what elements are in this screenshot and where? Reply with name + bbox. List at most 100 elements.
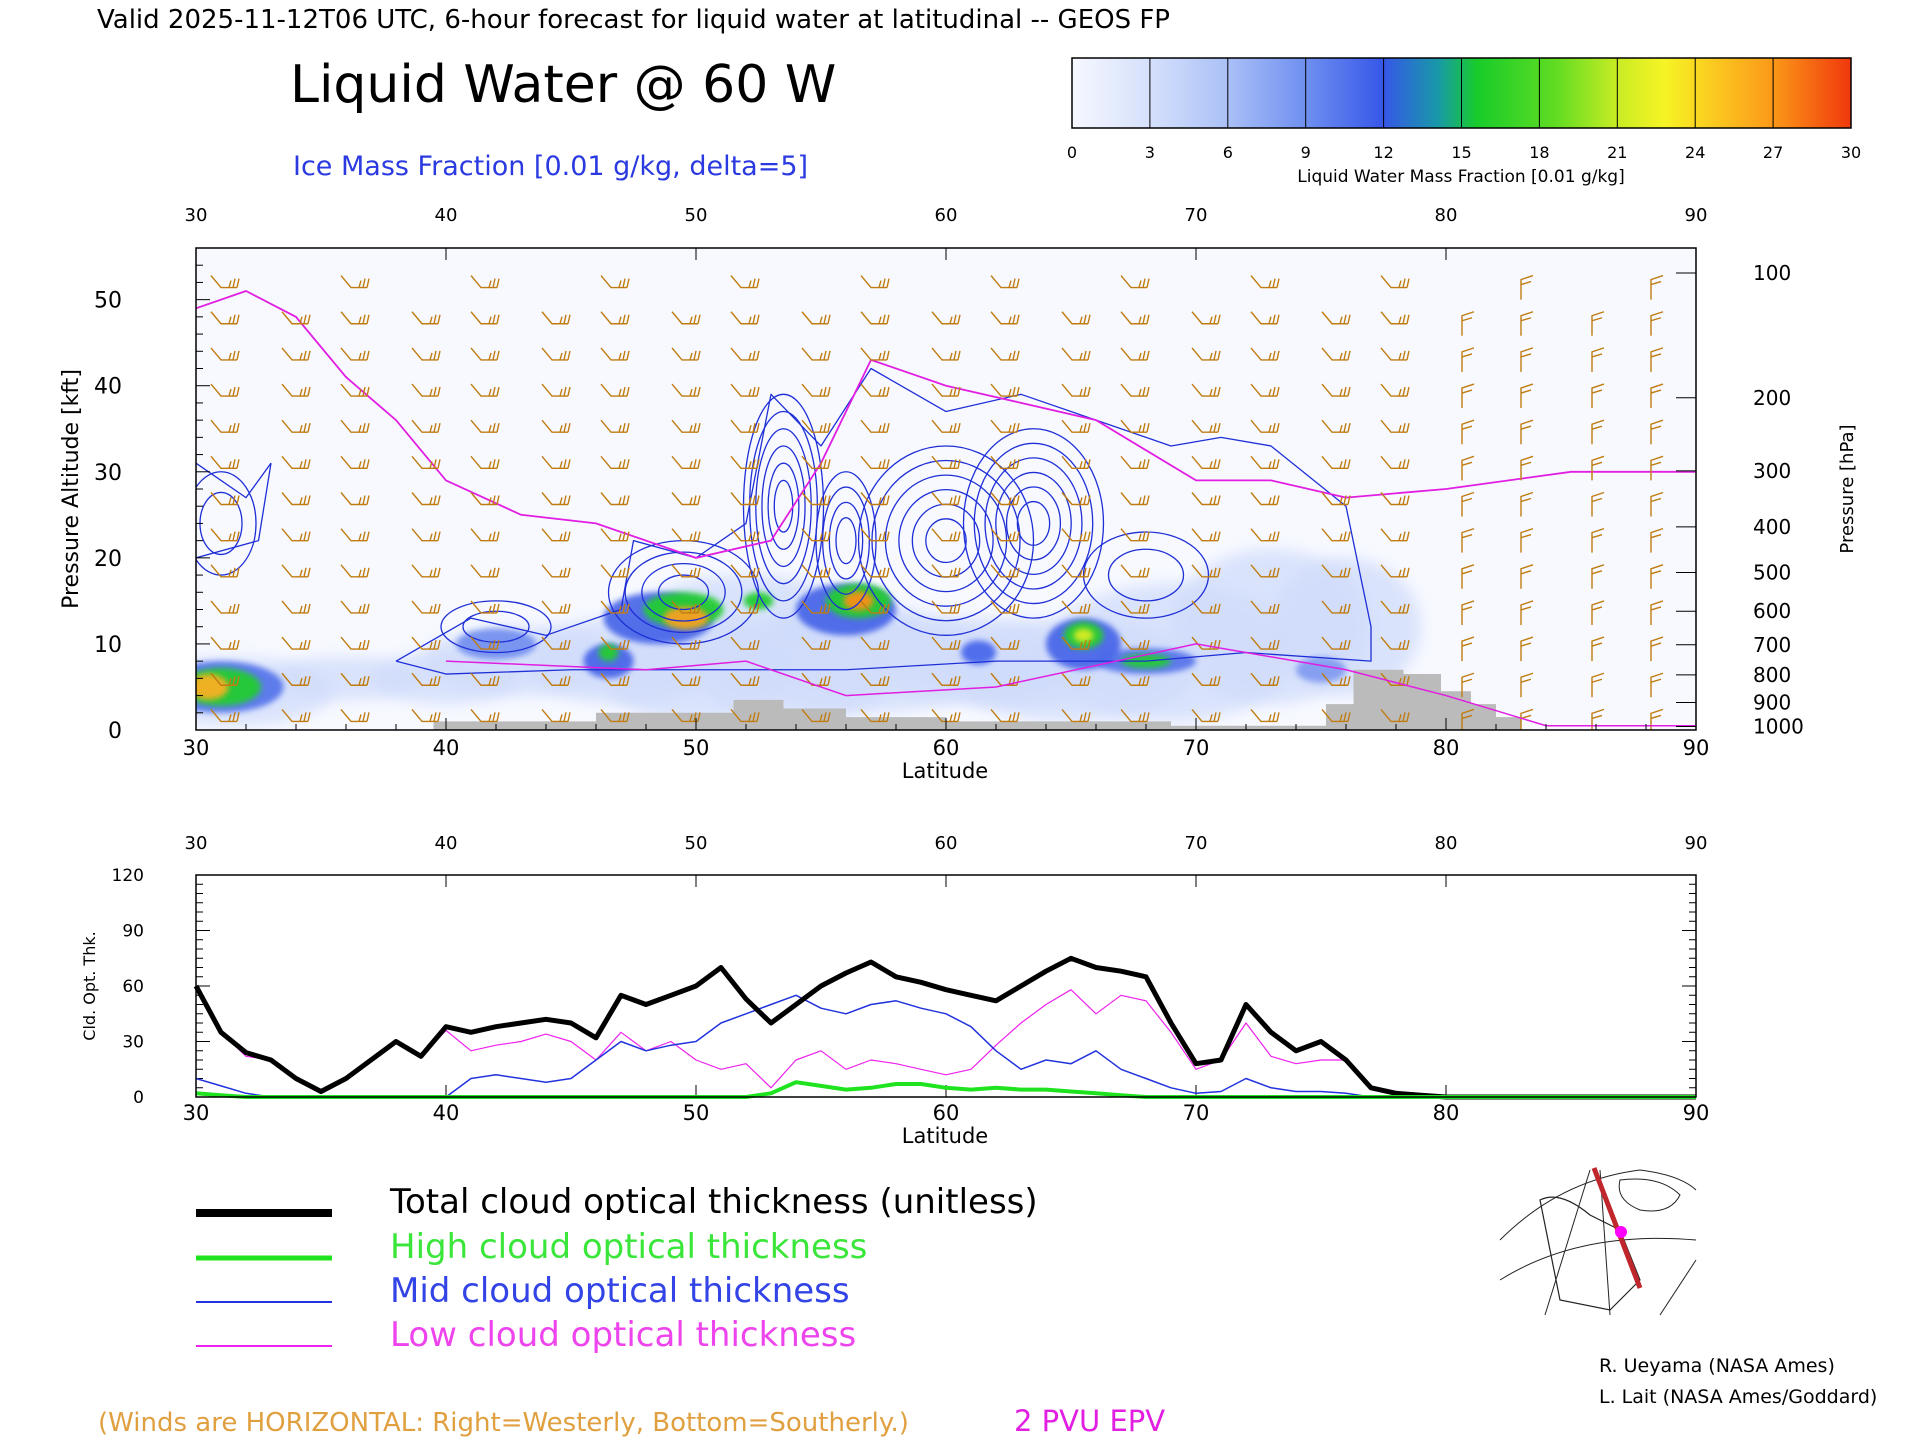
wind-barb-flags (748, 459, 760, 469)
wind-barb-flags (488, 676, 500, 686)
credit-line-2: L. Lait (NASA Ames/Goddard) (1599, 1386, 1877, 1408)
wind-barb (931, 419, 961, 433)
wind-barb-staff (801, 492, 828, 506)
wind-barb-flags (1209, 459, 1221, 469)
wind-barb (990, 275, 1020, 289)
wind-barb (931, 600, 961, 614)
wind-barb (931, 636, 961, 650)
wind-barb-flags (1268, 386, 1280, 397)
wind-barb-staff (411, 528, 438, 542)
inset-map-graticule (1499, 1169, 1697, 1241)
wind-barb-flags (1209, 603, 1221, 614)
wind-barb-flags (1209, 712, 1221, 722)
wind-barb-flags (1138, 459, 1150, 469)
wind-barb-flags (1398, 531, 1410, 541)
wind-barb-staff (470, 275, 497, 289)
wind-barb-staff (1120, 419, 1147, 433)
legend-label-mid: Mid cloud optical thickness (390, 1271, 850, 1311)
wind-barb (1650, 419, 1664, 445)
wind-barb-staff (1061, 492, 1088, 506)
wind-barb (801, 636, 831, 650)
wind-barb-flags (878, 314, 890, 324)
wind-barb-staff (1191, 492, 1218, 506)
wind-barb-flags (819, 459, 831, 469)
wind-barb (281, 383, 311, 397)
top-y-axis-label: Pressure Altitude [kft] (59, 369, 84, 609)
bottom-y-axis-label: Cld. Opt. Thk. (80, 931, 99, 1040)
top-x-tick-label: 30 (183, 736, 210, 760)
colorbar-tick-label: 24 (1685, 143, 1705, 162)
terrain-fill (433, 669, 1521, 730)
wind-barb (1591, 708, 1605, 730)
wind-barb-flags (689, 639, 701, 650)
wind-barb (801, 600, 831, 614)
wind-barb-staff (1120, 600, 1147, 614)
wind-barb-staff (210, 492, 237, 506)
ice-contour (973, 442, 1094, 605)
wind-barb (990, 492, 1020, 506)
wind-barb (281, 600, 311, 614)
wind-barb (1520, 636, 1534, 662)
wind-barb (541, 528, 571, 542)
wind-barb (1380, 311, 1410, 325)
liquid-water-maximum (1073, 628, 1094, 643)
wind-barb (600, 672, 630, 686)
wind-barb-staff (1380, 455, 1407, 470)
wind-barbs (210, 274, 1664, 730)
wind-barb (1191, 347, 1221, 361)
wind-barb-staff (1191, 419, 1218, 433)
wind-barb (1061, 564, 1091, 578)
wind-barb (671, 455, 701, 470)
wind-barb-staff (990, 528, 1017, 542)
wind-barb (1321, 455, 1351, 470)
wind-barb (1321, 311, 1351, 325)
wind-barb (1520, 347, 1534, 372)
wind-barb (671, 636, 701, 650)
wind-barb-staff (1380, 419, 1407, 433)
wind-barb-flags (748, 603, 760, 614)
wind-barb-flags (559, 639, 571, 650)
ice-contour (962, 428, 1105, 619)
wind-barb (931, 528, 961, 542)
colorbar: 0 3 6 9 12 15 18 21 24 27 30 Liquid Water Mass Fra… (1067, 57, 1861, 187)
wind-barb-staff (1191, 347, 1218, 361)
wind-barb-flags (1008, 423, 1020, 433)
wind-barb (730, 528, 760, 542)
wind-barb-staff (470, 564, 497, 578)
wind-barb-staff (470, 636, 497, 650)
wind-barb-staff (281, 564, 308, 578)
wind-barb-flags (1268, 314, 1280, 324)
wind-barb-staff (1321, 600, 1348, 614)
wind-barb-staff (541, 383, 568, 397)
wind-barb-flags (488, 314, 500, 324)
wind-barb-flags (949, 314, 961, 324)
wind-barb-flags (1339, 350, 1351, 361)
wind-barb (730, 672, 760, 686)
wind-barb-staff (1520, 274, 1534, 300)
wind-barb-flags (618, 386, 630, 397)
wind-barb-staff (801, 636, 828, 650)
wind-barb (1191, 455, 1221, 470)
wind-barb (1520, 383, 1534, 409)
wind-barb (1191, 600, 1221, 614)
bottom-x-tick-label-upper: 30 (185, 833, 208, 854)
wind-barb-staff (340, 383, 367, 397)
wind-barb-flags (1008, 314, 1020, 324)
wind-barb (210, 347, 240, 361)
wind-barb-staff (1120, 275, 1147, 289)
wind-barb-staff (541, 455, 568, 470)
wind-barb-staff (1650, 491, 1664, 517)
wind-barb (1321, 672, 1351, 686)
wind-barb-staff (1520, 636, 1534, 662)
wind-barb-staff (340, 672, 367, 686)
wind-barb-staff (1250, 311, 1277, 325)
top-x-tick-label: 40 (433, 736, 460, 760)
wind-barb-staff (931, 672, 958, 686)
wind-barb-staff (931, 600, 958, 614)
wind-barb (860, 600, 890, 614)
wind-barb-staff (990, 708, 1017, 723)
wind-barb (730, 636, 760, 650)
wind-barb-staff (281, 672, 308, 686)
wind-barb (1191, 311, 1221, 325)
wind-barb-flags (878, 531, 890, 541)
